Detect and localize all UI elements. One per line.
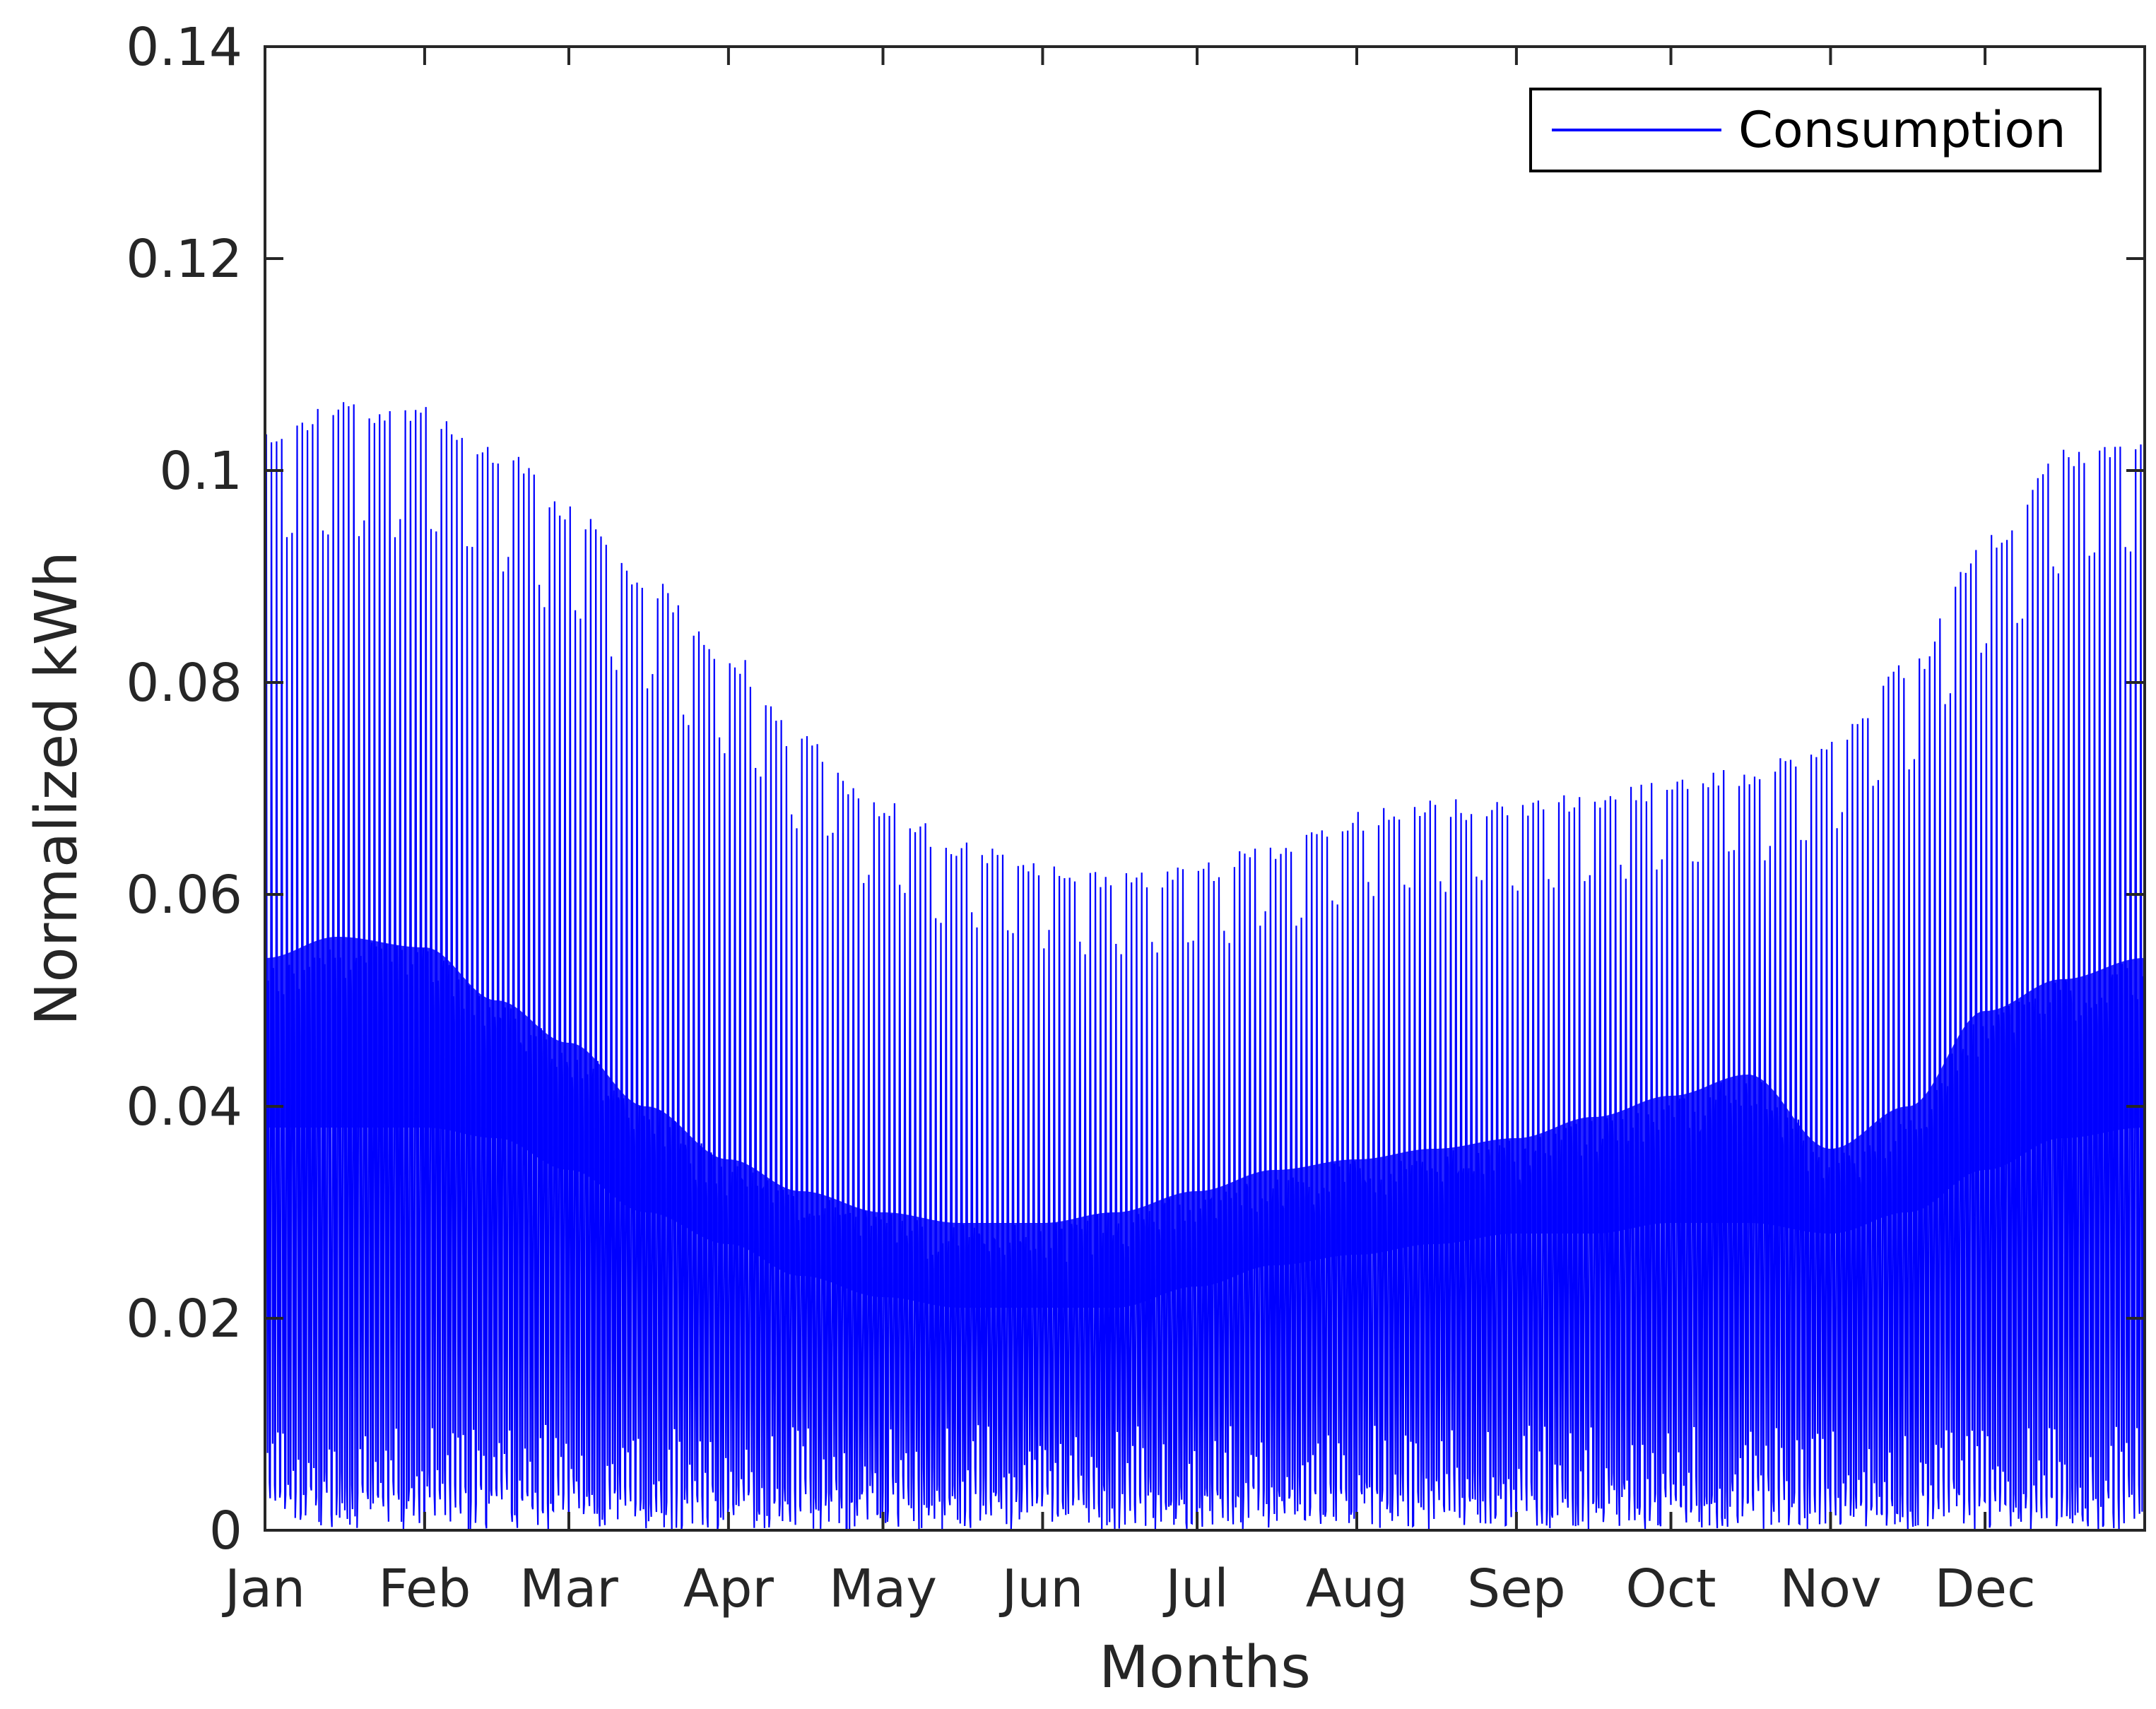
legend-label-consumption: Consumption (1738, 101, 2066, 159)
x-tick-label-jul: Jul (1162, 1559, 1228, 1619)
y-tick-label: 0.14 (126, 17, 242, 78)
y-tick-label: 0.1 (159, 441, 242, 502)
y-tick-label: 0.02 (126, 1289, 242, 1349)
x-axis: Jan Feb Mar Apr May Jun Jul Aug Sep Oct Nov Dec (222, 47, 2036, 1619)
legend: Consumption (1529, 88, 2102, 172)
y-axis: 0 0.02 0.04 0.06 0.08 0.1 0.12 0.14 (126, 17, 2145, 1561)
y-tick-label: 0.08 (126, 653, 242, 714)
x-axis-title: Months (1099, 1634, 1311, 1701)
x-tick-label-jun: Jun (999, 1559, 1084, 1619)
series-band-consumption (265, 937, 2145, 1308)
x-tick-label-apr: Apr (683, 1559, 774, 1619)
x-tick-label-jan: Jan (222, 1559, 305, 1619)
x-tick-label-may: May (829, 1559, 937, 1619)
y-axis-title: Normalized kWh (23, 551, 90, 1026)
series-line-consumption (264, 402, 2145, 1532)
y-tick-label: 0 (209, 1501, 242, 1561)
x-tick-label-dec: Dec (1934, 1559, 2035, 1619)
x-tick-label-feb: Feb (378, 1559, 471, 1619)
x-tick-label-mar: Mar (519, 1559, 618, 1619)
x-tick-label-oct: Oct (1626, 1559, 1716, 1619)
x-tick-label-nov: Nov (1779, 1559, 1881, 1619)
plot-frame (264, 45, 2146, 1532)
x-tick-label-sep: Sep (1467, 1559, 1565, 1619)
y-tick-label: 0.04 (126, 1077, 242, 1137)
x-tick-label-aug: Aug (1306, 1559, 1408, 1619)
y-tick-label: 0.12 (126, 229, 242, 290)
y-tick-label: 0.06 (126, 865, 242, 926)
series-consumption (264, 402, 2145, 1532)
